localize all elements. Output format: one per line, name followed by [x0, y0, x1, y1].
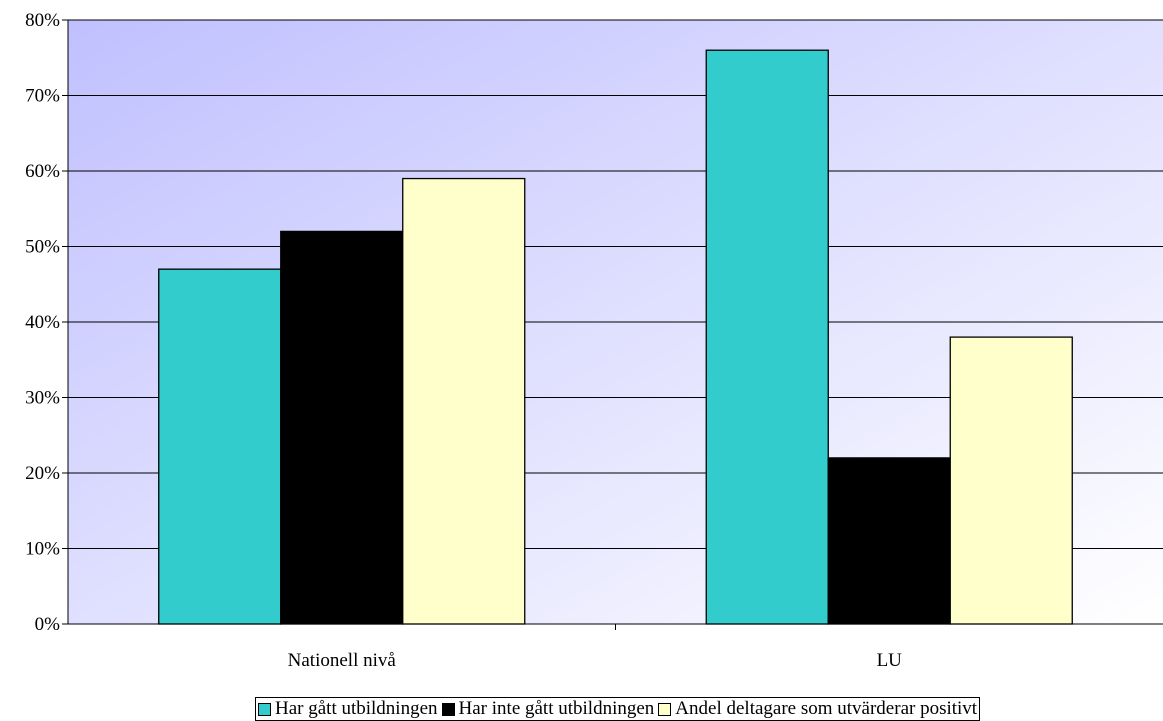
legend-item: Har inte gått utbildningen	[441, 698, 655, 720]
bars	[158, 49, 1073, 625]
y-tick-label: 70%	[25, 86, 60, 107]
legend-item: Har gått utbildningen	[258, 698, 438, 720]
y-tick-label: 30%	[25, 388, 60, 409]
bar	[949, 336, 1073, 625]
legend-label: Andel deltagare som utvärderar positivt	[675, 698, 978, 719]
legend-label: Har gått utbildningen	[275, 698, 438, 719]
legend-label: Har inte gått utbildningen	[458, 698, 655, 719]
y-tick-labels: 0% 10% 20% 30% 40% 50% 60% 70% 80%	[25, 10, 60, 635]
y-tick-label: 10%	[25, 539, 60, 560]
y-tick-label: 20%	[25, 463, 60, 484]
y-tick-label: 80%	[25, 10, 60, 31]
bar	[827, 457, 951, 625]
legend-swatch	[441, 702, 455, 716]
category-label: LU	[877, 650, 903, 671]
axes	[62, 19, 1163, 630]
legend-swatch	[258, 702, 271, 716]
y-tick-label: 50%	[25, 237, 60, 258]
y-tick-label: 60%	[25, 161, 60, 182]
legend-swatch	[658, 702, 672, 716]
bar	[705, 49, 829, 625]
category-labels: Nationell nivå LU	[288, 650, 903, 671]
legend: Har gått utbildningen Har inte gått utbil…	[255, 697, 981, 721]
bar	[280, 230, 404, 625]
category-label: Nationell nivå	[288, 650, 397, 671]
y-tick-label: 0%	[35, 614, 61, 635]
y-tick-label: 40%	[25, 312, 60, 333]
legend-item: Andel deltagare som utvärderar positivt	[658, 698, 977, 720]
bar	[158, 268, 282, 625]
bar	[402, 177, 526, 625]
